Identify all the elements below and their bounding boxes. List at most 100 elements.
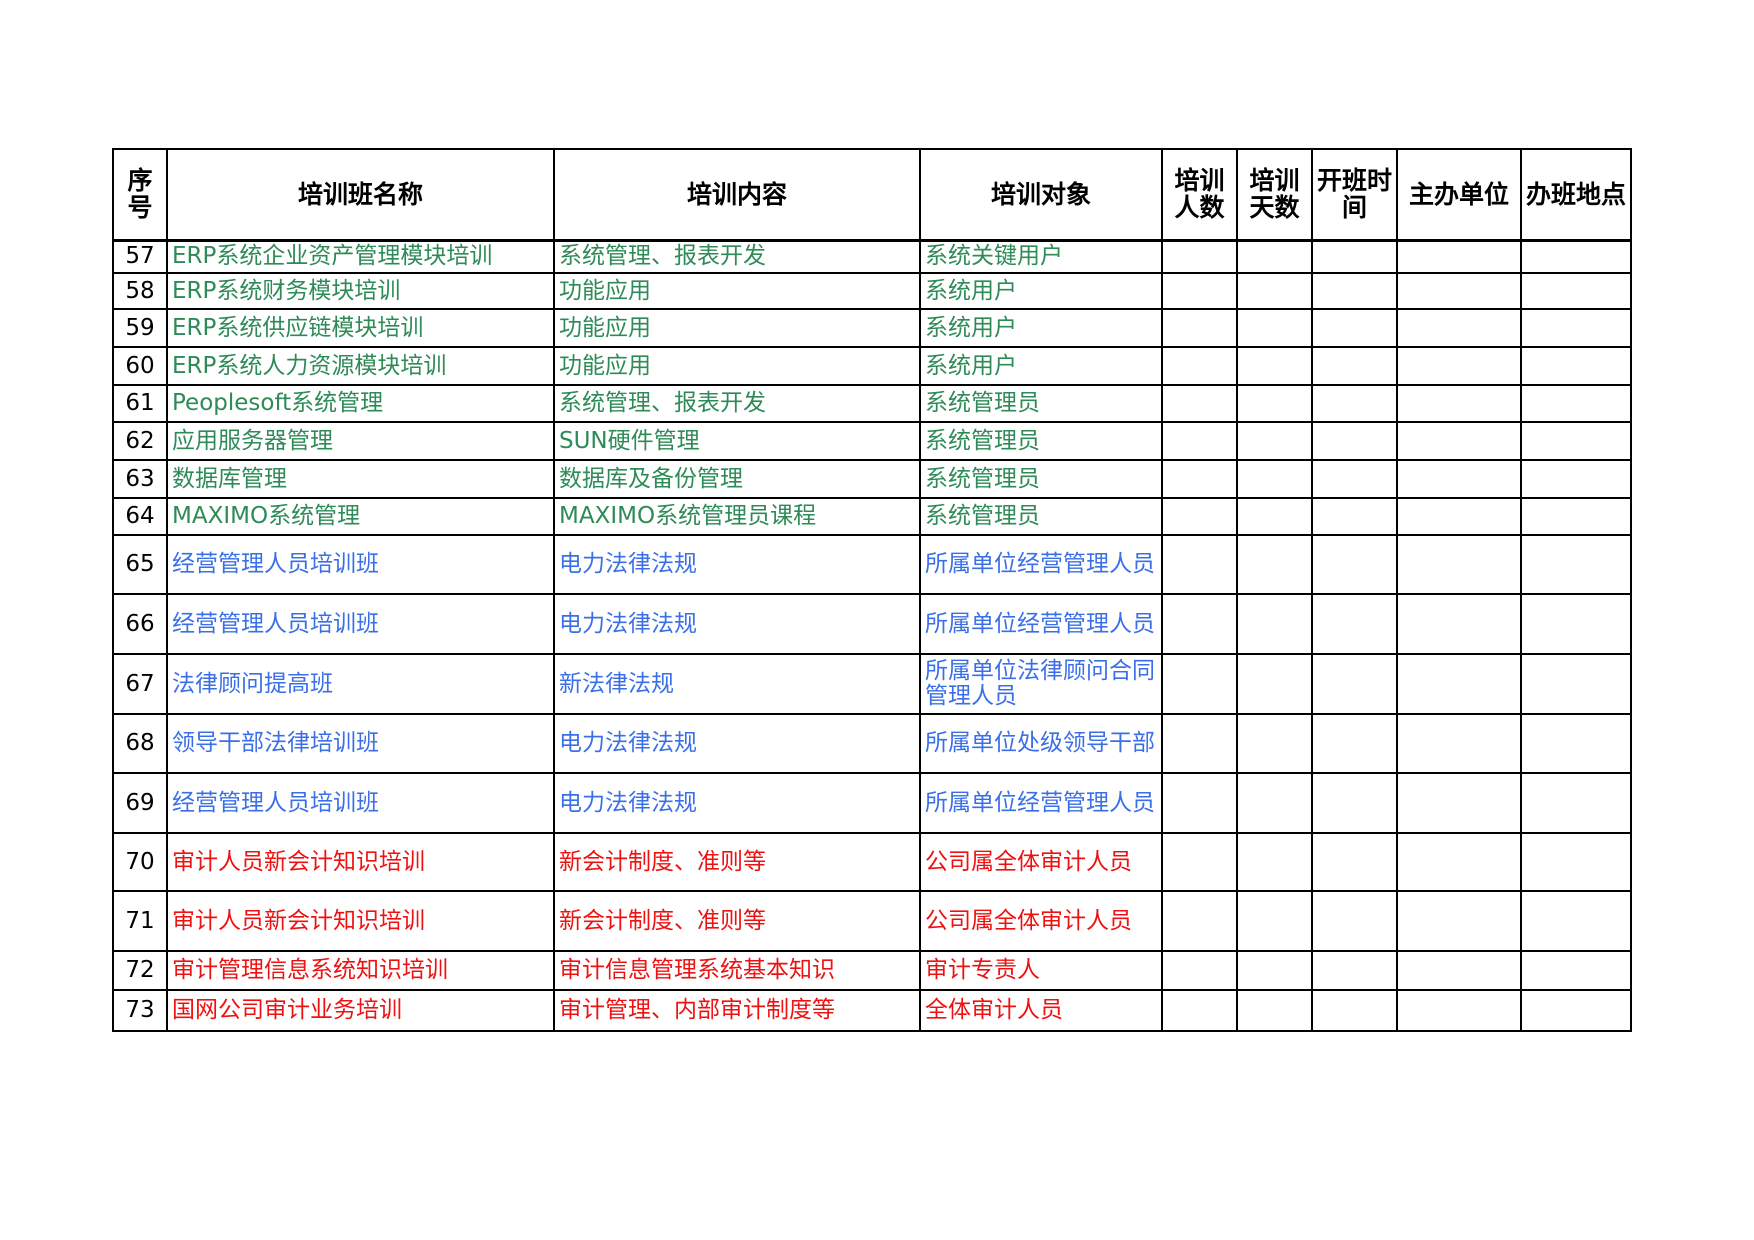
row-number: 68 [112,713,168,774]
cell-name: 国网公司审计业务培训 [166,989,555,1032]
row-number: 72 [112,950,168,991]
table-row: 59 ERP系统供应链模块培训 功能应用 系统用户 [112,308,1632,348]
empty-cell [1396,272,1522,310]
row-number: 67 [112,653,168,715]
table-row: 62 应用服务器管理 SUN硬件管理 系统管理员 [112,421,1632,461]
empty-cell [1396,459,1522,499]
empty-cell [1520,534,1632,595]
empty-cell [1520,239,1632,274]
empty-cell [1236,346,1313,386]
table-row: 68 领导干部法律培训班 电力法律法规 所属单位处级领导干部 [112,713,1632,774]
cell-name: 审计管理信息系统知识培训 [166,950,555,991]
cell-target: 所属单位经营管理人员 [919,534,1163,595]
empty-cell [1520,384,1632,423]
table-row: 73 国网公司审计业务培训 审计管理、内部审计制度等 全体审计人员 [112,989,1632,1032]
cell-target: 所属单位法律顾问合同管理人员 [919,653,1163,715]
empty-cell [1311,308,1398,348]
empty-cell [1311,497,1398,536]
empty-cell [1311,239,1398,274]
table-row: 61 Peoplesoft系统管理 系统管理、报表开发 系统管理员 [112,384,1632,423]
header-cell: 培训天数 [1236,148,1313,241]
training-table: 序号 培训班名称 培训内容 培训对象 培训人数 培训天数 开班时间 主办单位 办班地点 57 ER… [112,148,1632,1032]
empty-cell [1520,713,1632,774]
empty-cell [1161,421,1238,461]
empty-cell [1311,772,1398,834]
empty-cell [1396,989,1522,1032]
row-number: 71 [112,890,168,952]
cell-name: 审计人员新会计知识培训 [166,832,555,892]
empty-cell [1311,272,1398,310]
empty-cell [1236,950,1313,991]
empty-cell [1161,534,1238,595]
cell-name: MAXIMO系统管理 [166,497,555,536]
table-row: 64 MAXIMO系统管理 MAXIMO系统管理员课程 系统管理员 [112,497,1632,536]
empty-cell [1236,308,1313,348]
empty-cell [1161,989,1238,1032]
empty-cell [1396,384,1522,423]
cell-target: 系统管理员 [919,384,1163,423]
empty-cell [1311,346,1398,386]
header-cell: 办班地点 [1520,148,1632,241]
empty-cell [1520,772,1632,834]
cell-content: 新会计制度、准则等 [553,832,921,892]
empty-cell [1161,346,1238,386]
empty-cell [1520,593,1632,655]
empty-cell [1396,497,1522,536]
empty-cell [1236,989,1313,1032]
row-number: 58 [112,272,168,310]
empty-cell [1396,890,1522,952]
empty-cell [1161,497,1238,536]
cell-content: 新会计制度、准则等 [553,890,921,952]
empty-cell [1236,459,1313,499]
table-row: 67 法律顾问提高班 新法律法规 所属单位法律顾问合同管理人员 [112,653,1632,715]
cell-target: 公司属全体审计人员 [919,832,1163,892]
empty-cell [1311,421,1398,461]
empty-cell [1520,308,1632,348]
empty-cell [1161,459,1238,499]
table-row: 58 ERP系统财务模块培训 功能应用 系统用户 [112,272,1632,310]
empty-cell [1311,713,1398,774]
cell-target: 系统用户 [919,308,1163,348]
cell-content: 审计信息管理系统基本知识 [553,950,921,991]
empty-cell [1520,497,1632,536]
header-row: 序号 培训班名称 培训内容 培训对象 培训人数 培训天数 开班时间 主办单位 办班地点 [112,148,1632,241]
row-number: 65 [112,534,168,595]
row-number: 66 [112,593,168,655]
cell-name: 经营管理人员培训班 [166,772,555,834]
empty-cell [1396,832,1522,892]
cell-content: 电力法律法规 [553,713,921,774]
row-number: 70 [112,832,168,892]
empty-cell [1396,593,1522,655]
empty-cell [1396,534,1522,595]
cell-name: 领导干部法律培训班 [166,713,555,774]
empty-cell [1236,421,1313,461]
row-number: 63 [112,459,168,499]
empty-cell [1520,950,1632,991]
header-cell: 培训人数 [1161,148,1238,241]
empty-cell [1396,713,1522,774]
empty-cell [1236,384,1313,423]
empty-cell [1236,653,1313,715]
cell-target: 所属单位经营管理人员 [919,593,1163,655]
empty-cell [1236,890,1313,952]
table-row: 63 数据库管理 数据库及备份管理 系统管理员 [112,459,1632,499]
row-number: 59 [112,308,168,348]
cell-name: ERP系统财务模块培训 [166,272,555,310]
table-row: 70 审计人员新会计知识培训 新会计制度、准则等 公司属全体审计人员 [112,832,1632,892]
table-body: 57 ERP系统企业资产管理模块培训 系统管理、报表开发 系统关键用户 58 ERP系统财… [112,239,1632,1032]
empty-cell [1161,653,1238,715]
row-number: 69 [112,772,168,834]
empty-cell [1311,890,1398,952]
empty-cell [1520,989,1632,1032]
empty-cell [1311,989,1398,1032]
empty-cell [1396,308,1522,348]
empty-cell [1236,593,1313,655]
cell-content: 功能应用 [553,346,921,386]
cell-name: 经营管理人员培训班 [166,534,555,595]
cell-target: 系统管理员 [919,421,1163,461]
cell-name: ERP系统供应链模块培训 [166,308,555,348]
cell-content: MAXIMO系统管理员课程 [553,497,921,536]
empty-cell [1311,832,1398,892]
cell-target: 公司属全体审计人员 [919,890,1163,952]
